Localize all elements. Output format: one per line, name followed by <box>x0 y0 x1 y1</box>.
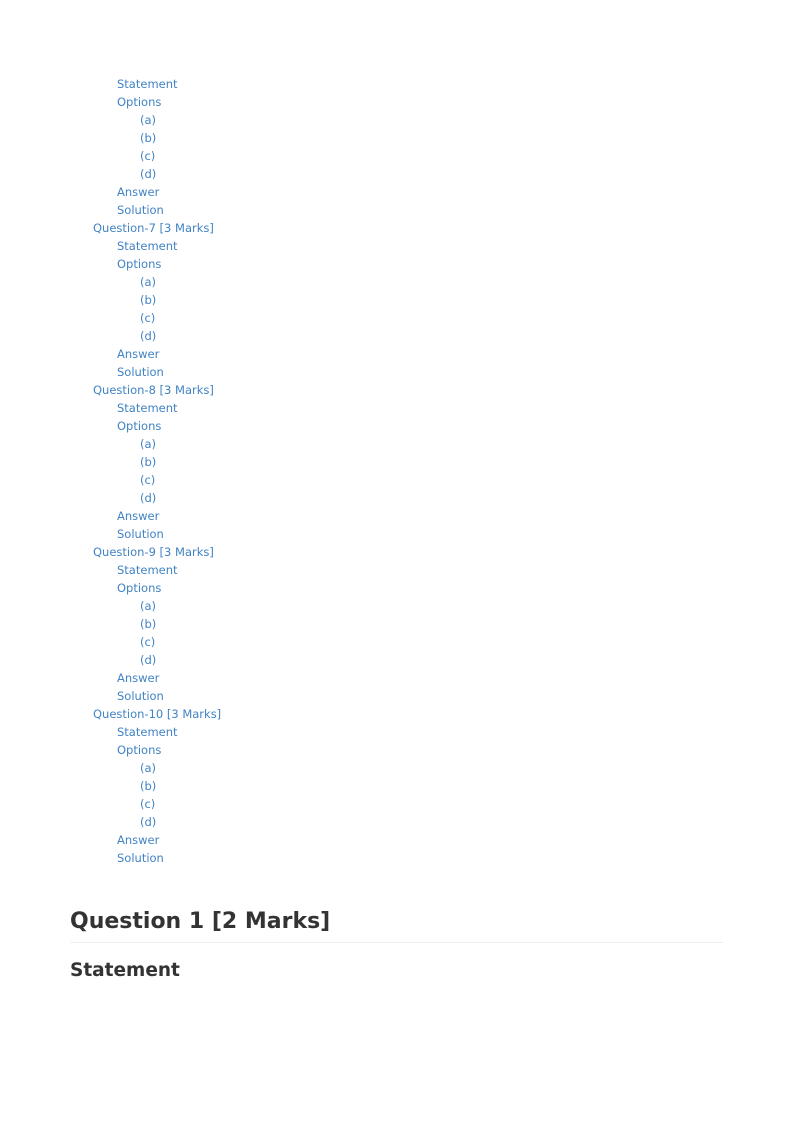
toc-link[interactable]: (c) <box>140 473 156 487</box>
toc-link[interactable]: Solution <box>117 203 164 217</box>
toc-link[interactable]: (d) <box>140 815 157 829</box>
toc-link[interactable]: Answer <box>117 671 160 685</box>
toc-link[interactable]: Solution <box>117 851 164 865</box>
toc-link[interactable]: (b) <box>140 779 157 793</box>
toc-link[interactable]: (c) <box>140 311 156 325</box>
toc-link[interactable]: Question-10 [3 Marks] <box>93 707 222 721</box>
toc-link[interactable]: (c) <box>140 149 156 163</box>
toc-link[interactable]: (d) <box>140 491 157 505</box>
toc-link[interactable]: (b) <box>140 455 157 469</box>
toc-link[interactable]: Question-7 [3 Marks] <box>93 221 214 235</box>
toc-link[interactable]: (b) <box>140 617 157 631</box>
toc-link[interactable]: Options <box>117 419 162 433</box>
toc-link[interactable]: (a) <box>140 275 157 289</box>
toc-link[interactable]: (a) <box>140 761 157 775</box>
toc-link[interactable]: Solution <box>117 689 164 703</box>
toc-link[interactable]: Options <box>117 581 162 595</box>
toc-link[interactable]: (c) <box>140 797 156 811</box>
table-of-contents: Statement Options (a) (b) (c) (d) Answer Soluti… <box>0 75 793 867</box>
statement-heading: Statement <box>70 960 180 981</box>
toc-link[interactable]: (c) <box>140 635 156 649</box>
toc-link[interactable]: Solution <box>117 365 164 379</box>
toc-link[interactable]: Solution <box>117 527 164 541</box>
toc-link[interactable]: Statement <box>117 401 178 415</box>
toc-link[interactable]: (b) <box>140 131 157 145</box>
toc-link[interactable]: Options <box>117 257 162 271</box>
toc-link[interactable]: (b) <box>140 293 157 307</box>
toc-link[interactable]: Question-9 [3 Marks] <box>93 545 214 559</box>
toc-link[interactable]: (d) <box>140 167 157 181</box>
toc-link[interactable]: (d) <box>140 653 157 667</box>
toc-link[interactable]: (d) <box>140 329 157 343</box>
question-heading: Question 1 [2 Marks] <box>70 906 723 943</box>
toc-link[interactable]: Statement <box>117 77 178 91</box>
toc-link[interactable]: Answer <box>117 833 160 847</box>
toc-link[interactable]: (a) <box>140 437 157 451</box>
toc-link[interactable]: Statement <box>117 239 178 253</box>
toc-link[interactable]: Options <box>117 743 162 757</box>
toc-link[interactable]: (a) <box>140 599 157 613</box>
toc-link[interactable]: Answer <box>117 347 160 361</box>
toc-link[interactable]: Statement <box>117 725 178 739</box>
toc-link[interactable]: Answer <box>117 185 160 199</box>
toc-link[interactable]: (a) <box>140 113 157 127</box>
toc-link[interactable]: Question-8 [3 Marks] <box>93 383 214 397</box>
toc-link[interactable]: Options <box>117 95 162 109</box>
toc-link[interactable]: Statement <box>117 563 178 577</box>
toc-link[interactable]: Answer <box>117 509 160 523</box>
